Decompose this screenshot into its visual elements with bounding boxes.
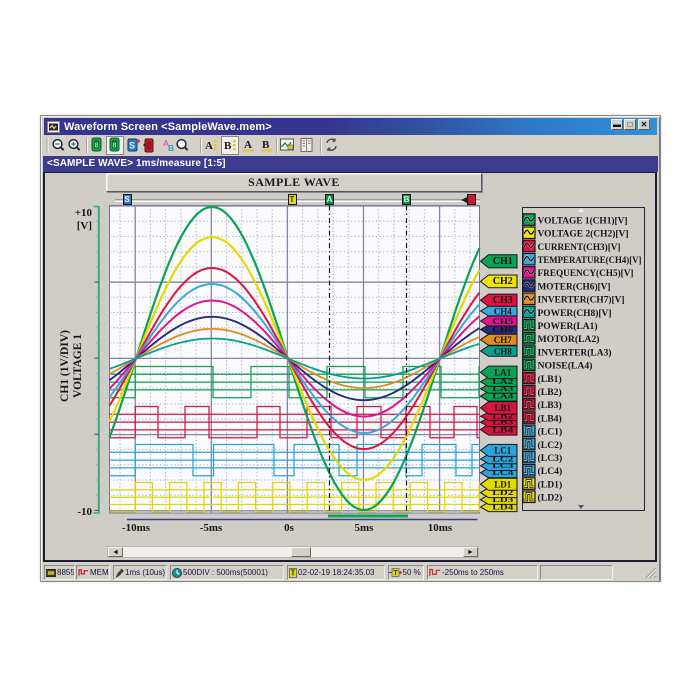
svg-text:INVERTER(CH7)[V]: INVERTER(CH7)[V]	[538, 295, 625, 306]
svg-text:TEMPERATURE(CH4)[V]: TEMPERATURE(CH4)[V]	[538, 255, 642, 266]
svg-text:LB3: LB3	[492, 419, 514, 427]
svg-text:LB1: LB1	[495, 403, 512, 413]
svg-text:CH2: CH2	[493, 276, 513, 287]
svg-text:CH6: CH6	[492, 326, 514, 334]
svg-text:B: B	[262, 139, 270, 151]
svg-text:LA4: LA4	[492, 393, 514, 401]
svg-text:(LD1): (LD1)	[538, 479, 563, 490]
svg-text:A: A	[163, 138, 169, 148]
svg-text:T: T	[393, 568, 398, 577]
svg-text:B: B	[168, 143, 174, 153]
svg-text:(LC1): (LC1)	[538, 427, 563, 438]
svg-text:LA2: LA2	[492, 378, 514, 386]
svg-text:8: 8	[95, 143, 99, 150]
svg-text:VOLTAGE 1(CH1)[V]: VOLTAGE 1(CH1)[V]	[538, 215, 628, 226]
svg-text:CH7: CH7	[494, 335, 513, 345]
svg-text:T: T	[291, 568, 296, 577]
svg-text:MOTOR(LA2): MOTOR(LA2)	[538, 334, 600, 345]
svg-text:CURRENT(CH3)[V]: CURRENT(CH3)[V]	[538, 242, 621, 253]
svg-text:POWER(LA1): POWER(LA1)	[538, 321, 598, 332]
svg-text:LC2: LC2	[492, 455, 514, 463]
svg-text:LC4: LC4	[492, 469, 514, 477]
svg-text:(LC2): (LC2)	[538, 440, 563, 451]
svg-text:NOISE(LA4): NOISE(LA4)	[538, 361, 593, 372]
svg-text:LC3: LC3	[492, 462, 514, 470]
svg-text:LB4: LB4	[492, 425, 513, 434]
svg-text:(LB2): (LB2)	[538, 387, 562, 398]
svg-text:(LC3): (LC3)	[538, 453, 563, 464]
svg-text:S: S	[129, 141, 135, 151]
svg-text:FREQUENCY(CH5)[V]: FREQUENCY(CH5)[V]	[538, 268, 634, 279]
svg-text:POWER(CH8)[V]: POWER(CH8)[V]	[538, 308, 612, 319]
svg-text:LD4: LD4	[492, 503, 514, 511]
svg-text:A: A	[205, 140, 213, 152]
svg-text:LD1: LD1	[494, 480, 512, 490]
svg-text:CH3: CH3	[493, 295, 513, 306]
svg-text:INVERTER(LA3): INVERTER(LA3)	[538, 347, 612, 358]
svg-text:LB2: LB2	[492, 413, 514, 421]
svg-text:B: B	[224, 140, 232, 152]
svg-text:A: A	[244, 139, 252, 151]
svg-text:(LB1): (LB1)	[538, 374, 562, 385]
svg-text:CH5: CH5	[492, 317, 513, 326]
svg-text:(LC4): (LC4)	[538, 466, 563, 477]
svg-text:LC1: LC1	[494, 446, 512, 456]
svg-text:CH8: CH8	[494, 346, 513, 356]
svg-text:VOLTAGE 2(CH2)[V]: VOLTAGE 2(CH2)[V]	[538, 229, 629, 240]
svg-text:CH4: CH4	[494, 306, 513, 316]
svg-text:LD3: LD3	[492, 496, 514, 504]
svg-text:MOTER(CH6)[V]: MOTER(CH6)[V]	[538, 281, 611, 292]
svg-text:LA1: LA1	[494, 368, 512, 378]
svg-text:LA3: LA3	[492, 385, 514, 393]
svg-text:(LD2): (LD2)	[538, 493, 563, 504]
svg-text:8: 8	[113, 143, 117, 150]
svg-text:CH1: CH1	[493, 256, 513, 267]
svg-text:(LB3): (LB3)	[538, 400, 562, 411]
svg-text:LD2: LD2	[492, 489, 514, 497]
svg-text:(LB4): (LB4)	[538, 413, 562, 424]
